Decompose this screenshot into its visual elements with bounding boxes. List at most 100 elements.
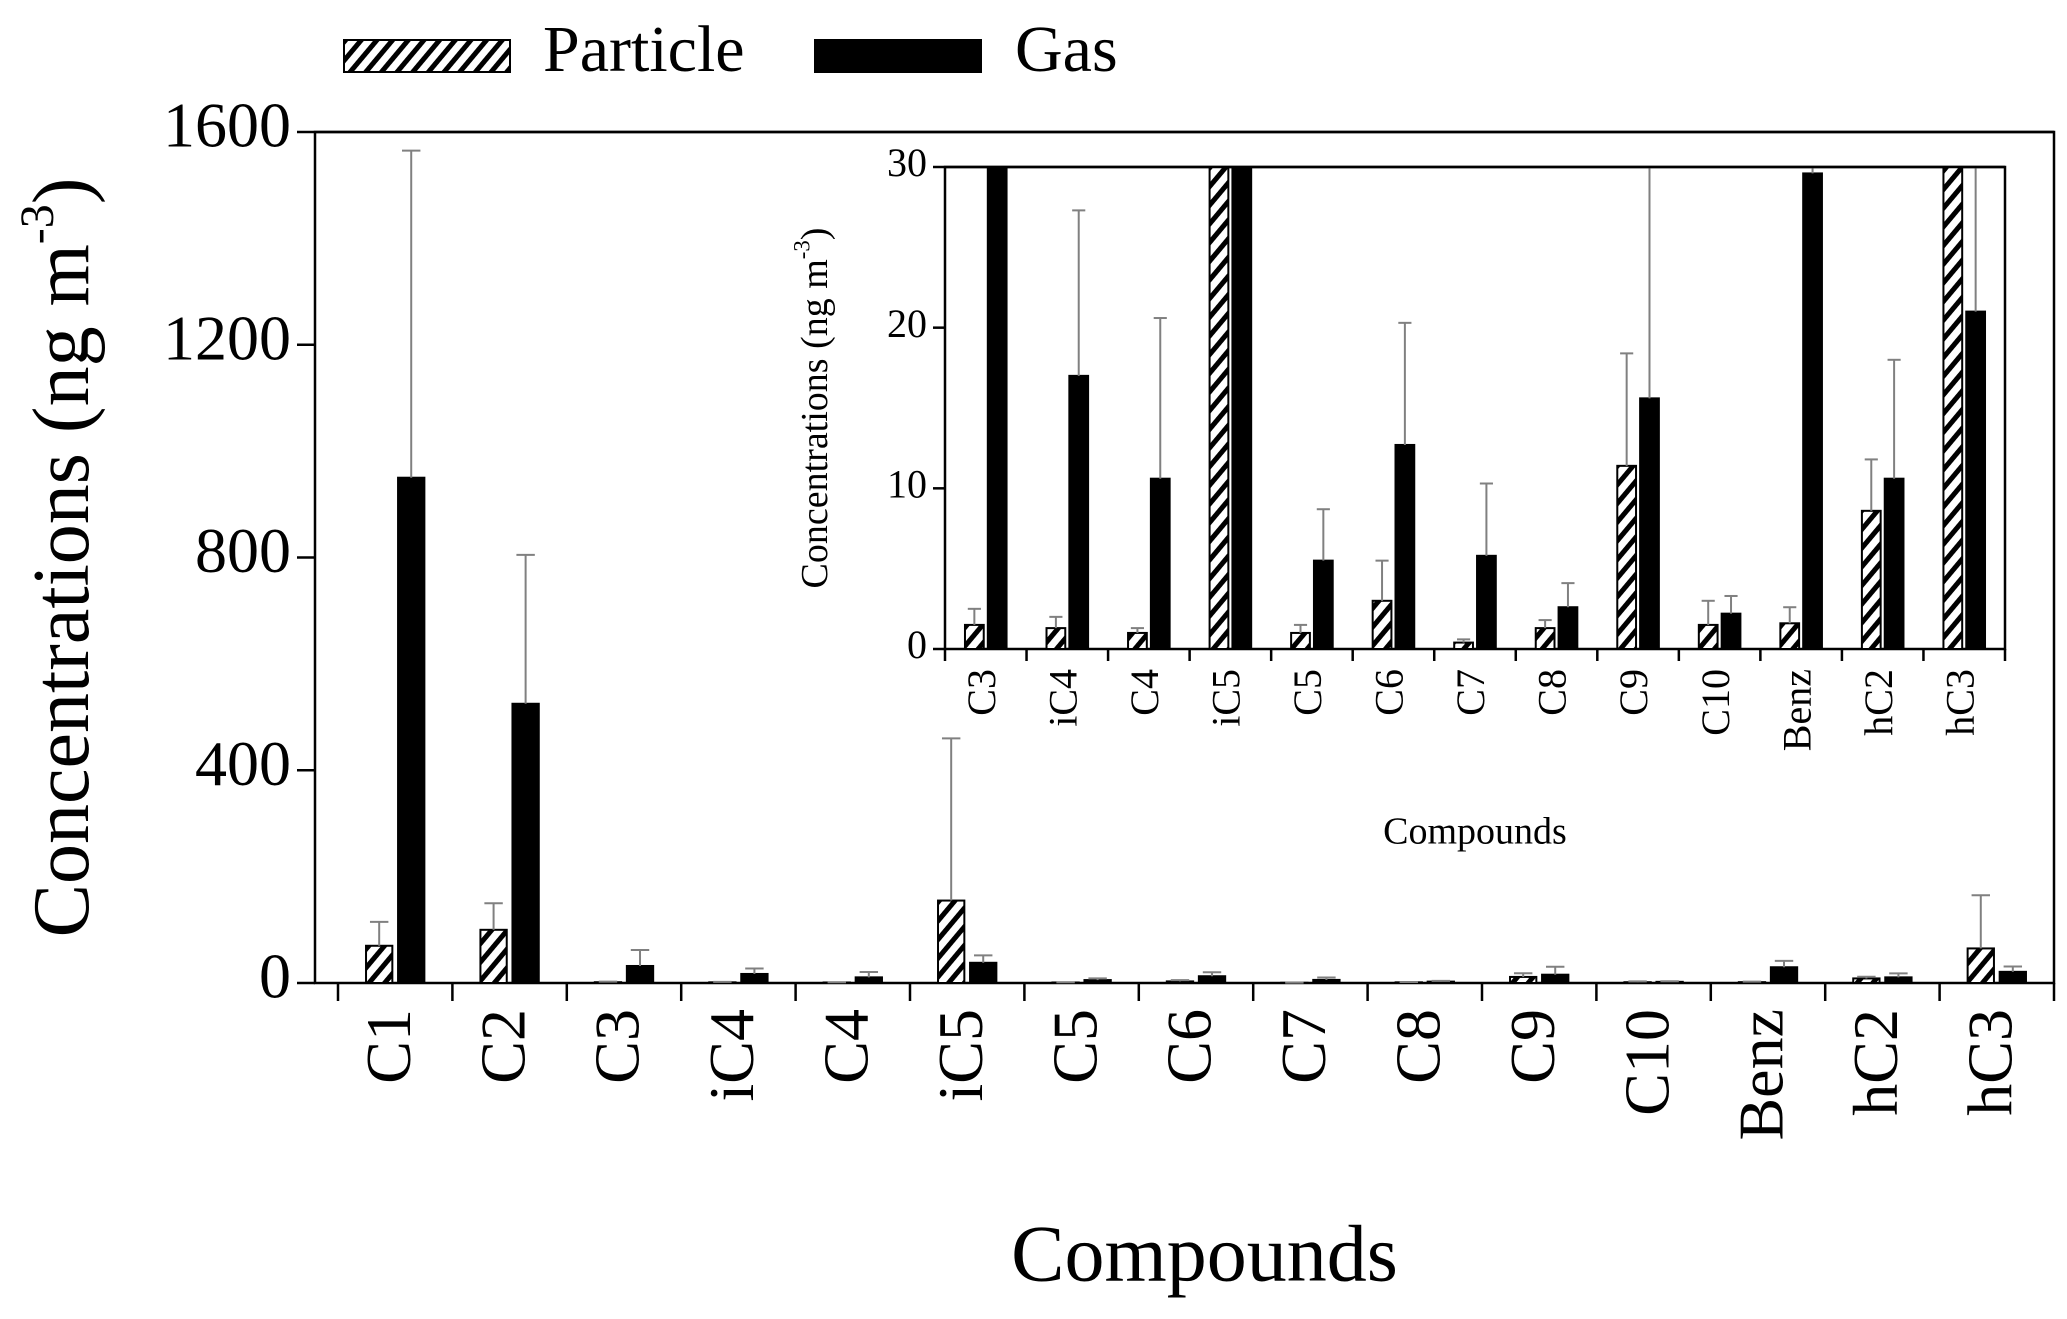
x-tick-label: iC5 [1204,669,1249,727]
x-tick-label: hC3 [1954,1009,2025,1116]
bar [1127,631,1148,649]
x-tick-label: C5 [1285,669,1330,716]
bar [1616,464,1638,649]
bar [1769,966,1799,984]
bar [937,899,966,985]
legend-swatch [814,39,982,73]
bar [1860,509,1882,649]
x-tick-label: C5 [1039,1009,1110,1084]
bars [963,167,1987,649]
legend-label: Gas [1015,13,1118,86]
x-tick-label: C3 [959,669,1004,716]
x-tick-label: C4 [1122,669,1167,716]
bar [1557,606,1579,649]
x-tick-label: iC4 [696,1009,767,1101]
bar [854,976,883,984]
bar [1426,980,1455,985]
x-tick-label: iC5 [925,1009,996,1101]
bar [1720,612,1742,649]
y-tick-label: 0 [259,941,291,1012]
bar [1476,554,1497,649]
bar [1312,559,1334,649]
bar [1639,397,1660,649]
y-axis-label-sup: -3 [790,240,815,259]
bar [1802,172,1823,649]
y-axis-label-text: Concentrations (ng m [794,259,836,588]
x-tick-label: hC2 [1840,1009,1911,1116]
x-tick-label: hC2 [1856,669,1901,736]
bar [1453,641,1474,649]
bar [1290,631,1311,649]
y-tick-label: 400 [195,728,291,799]
x-tick-label: C9 [1611,669,1656,716]
bar [1779,622,1801,649]
bar [740,972,769,985]
bar [1165,980,1195,984]
x-tick-label: Benz [1726,1009,1797,1141]
bar [1068,374,1090,649]
bar [365,944,394,984]
x-tick-label: C6 [1367,669,1412,716]
bar [1697,623,1719,649]
x-tick-label: C7 [1268,1009,1339,1084]
bar [963,623,985,649]
x-tick-label: C8 [1382,1009,1453,1084]
bar [1541,973,1570,985]
x-tick-label: C3 [582,1009,653,1084]
x-axis-label: Compounds [1011,1210,1398,1298]
bar [511,702,540,984]
bar [1371,599,1393,649]
x-tick-label: hC3 [1937,669,1982,736]
y-axis-label-close: ) [794,228,836,241]
y-tick-label: 1600 [163,90,291,161]
bar [1965,310,1987,649]
bar [1197,975,1227,984]
x-tick-label: iC4 [1040,669,1085,727]
legend-swatch [343,39,511,73]
bar [1231,167,1253,649]
bar [397,476,426,984]
x-tick-label: Benz [1774,669,1819,751]
plot-frame [943,165,2007,651]
bar [1045,627,1067,649]
bar [1942,167,1964,649]
bar [1149,477,1171,649]
bar [1852,977,1881,985]
bar [1534,627,1556,649]
y-axis-label-text: Concentrations (ng m [18,244,106,937]
bar [986,167,1008,649]
bar [479,928,508,984]
x-tick-label: C9 [1497,1009,1568,1084]
y-axis-label-close: ) [18,178,106,205]
y-tick-label: 20 [887,301,927,346]
y-tick-label: 1200 [163,302,291,373]
bar [1394,443,1416,649]
bar [1883,477,1905,649]
x-axis-label: Compounds [1383,811,1567,853]
y-tick-label: 30 [887,140,927,185]
bar [1884,976,1913,984]
bar [1312,978,1341,984]
y-tick-label: 800 [195,515,291,586]
bar [1083,979,1112,985]
bar [1208,167,1230,649]
legend-label: Particle [543,13,745,86]
bar [1509,975,1538,985]
bar [625,964,655,984]
x-tick-label: C2 [467,1009,538,1084]
y-axis-label-sup: -3 [11,204,64,244]
x-tick-label: C6 [1154,1009,1225,1084]
y-tick-label: 0 [907,622,927,667]
y-axis-label: Concentrations (ng m-3) [790,228,836,589]
bar [1966,947,1995,984]
x-tick-label: C1 [353,1009,424,1084]
y-axis-label: Concentrations (ng m-3) [11,178,106,938]
x-tick-label: C8 [1530,669,1575,716]
y-tick-label: 10 [887,462,927,507]
x-tick-label: C7 [1448,669,1493,716]
bar [1998,970,2027,985]
x-tick-label: C4 [810,1009,881,1084]
bar [969,961,998,985]
bars [365,149,2027,985]
